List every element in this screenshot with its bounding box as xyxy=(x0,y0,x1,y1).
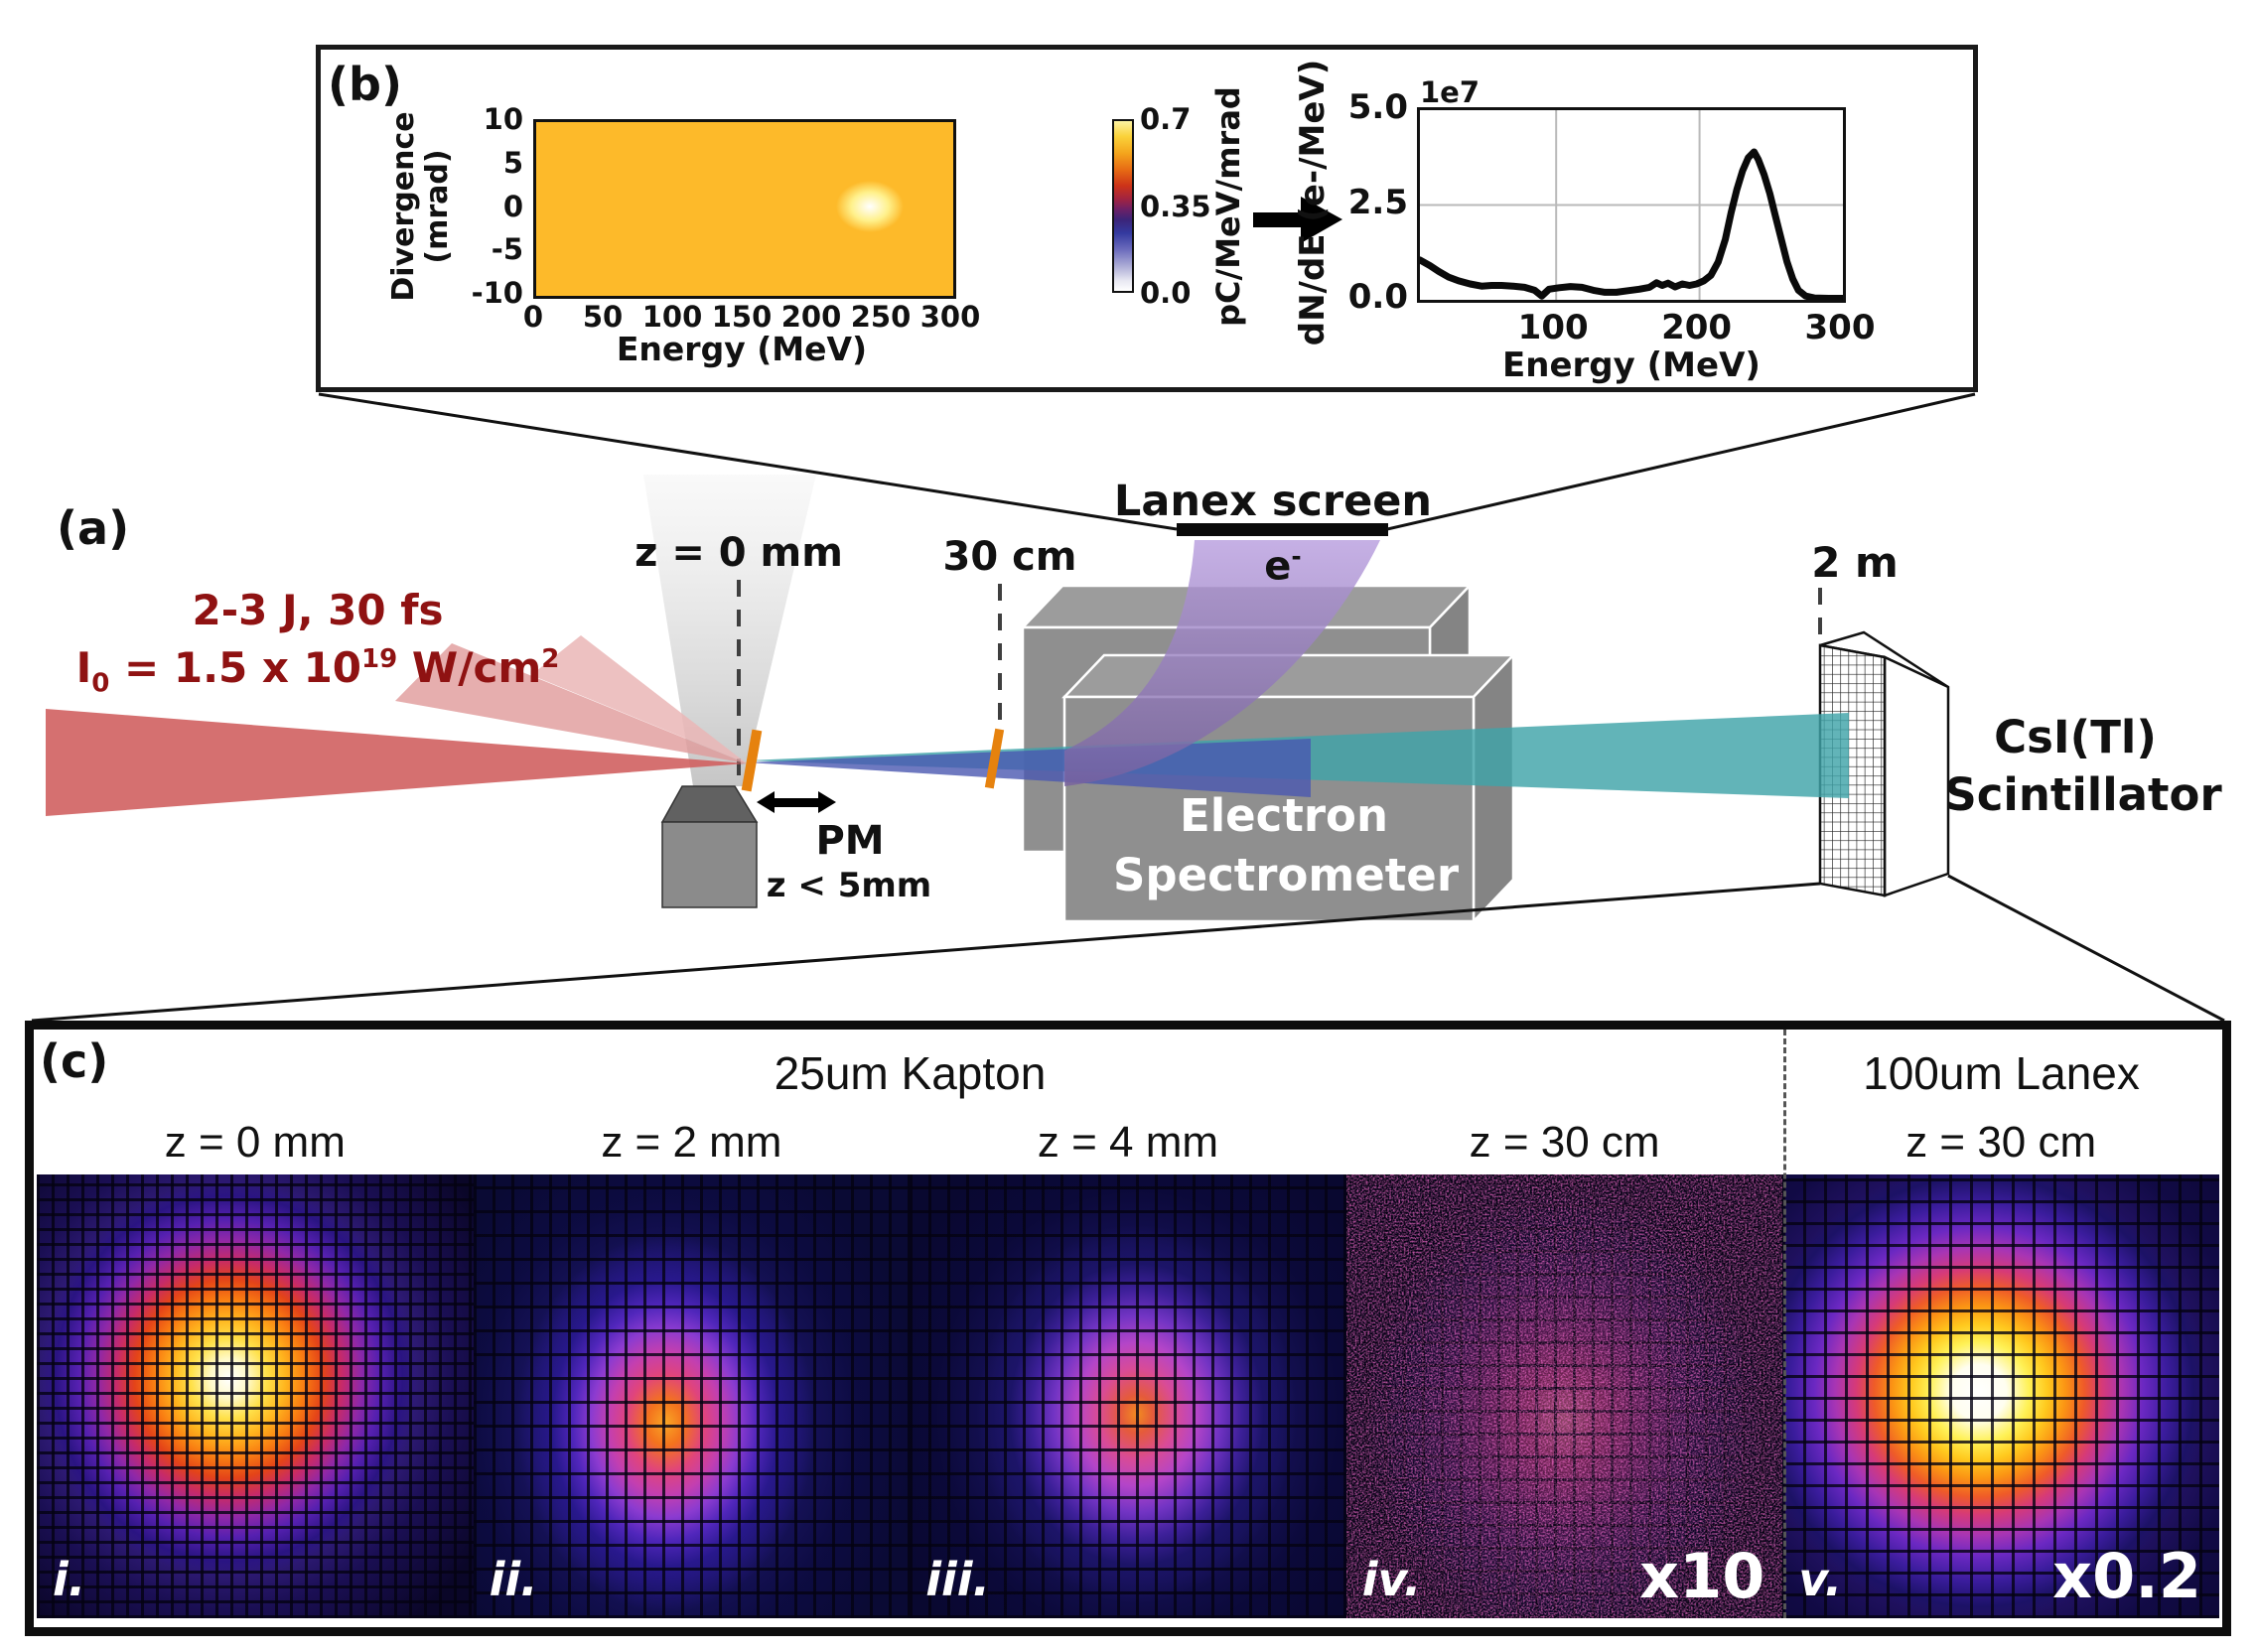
pm-z-label: z < 5mm xyxy=(766,866,932,905)
spectrum-exponent: 1e7 xyxy=(1420,75,1480,109)
heatmap-xtick: 0 xyxy=(522,300,544,334)
electron-label: e- xyxy=(1213,542,1352,589)
laser-eq: = 1.5 x 10 xyxy=(109,643,362,692)
panel-a-label: (a) xyxy=(57,501,130,555)
beam-profile-tile-iv: iv. x10 xyxy=(1345,1174,1783,1618)
laser-i-sub: 0 xyxy=(91,668,110,699)
spectrum-ytick: 0.0 xyxy=(1347,277,1408,317)
pm-foil xyxy=(741,729,763,792)
laser-params-line1: 2-3 J, 30 fs xyxy=(192,586,444,634)
csi-label-1: CsI(Tl) xyxy=(1994,711,2157,763)
csi-scintillator-box xyxy=(1818,630,1950,897)
heatmap-ytick: -5 xyxy=(491,232,523,267)
heatmap-xlabel: Energy (MeV) xyxy=(616,330,868,368)
spectrometer-label-1: Electron xyxy=(1179,789,1388,842)
gas-nozzle xyxy=(660,785,759,908)
csi-label-2: Scintillator xyxy=(1944,768,2222,821)
z0-label: z = 0 mm xyxy=(634,530,843,576)
kapton-lanex-separator xyxy=(1783,1030,1786,1618)
laser-i: I xyxy=(75,643,92,692)
arrow-right-icon xyxy=(1253,197,1342,243)
beam-profile-tile-ii: ii. xyxy=(473,1174,911,1618)
spectrum-xtick: 300 xyxy=(1804,308,1876,347)
colorbar-tick: 0.7 xyxy=(1140,102,1192,136)
spectrum-plot-frame xyxy=(1417,107,1846,303)
kapton-header: 25um Kapton xyxy=(774,1047,1047,1099)
tile-z-labels: z = 0 mm z = 2 mm z = 4 mm z = 30 cm z =… xyxy=(37,1118,2219,1168)
heatmap-xtick: 100 xyxy=(641,300,703,334)
lanex-header: 100um Lanex xyxy=(1863,1047,2140,1099)
d2m-label: 2 m xyxy=(1811,538,1899,587)
tile-roman-iv: iv. xyxy=(1361,1553,1422,1606)
lanex-screen-bar xyxy=(1177,523,1388,536)
tile-z-label-5: z = 30 cm xyxy=(1905,1118,2097,1167)
spectrum-curve xyxy=(1420,110,1843,300)
connector-b-left xyxy=(318,392,1178,531)
electron-e: e xyxy=(1264,543,1292,590)
beam-profile-tile-iii: iii. xyxy=(910,1174,1346,1618)
deflected-electron-band xyxy=(1064,540,1380,786)
laser-exp: 19 xyxy=(361,644,398,674)
tile-roman-v: v. xyxy=(1798,1553,1843,1606)
colorbar-label: pC/MeV/mrad xyxy=(1209,86,1247,327)
beam-profile-tiles: i. ii. iii. iv. x10 v. x0.2 xyxy=(37,1174,2219,1618)
spectrometer-label-2: Spectrometer xyxy=(1112,849,1460,901)
pm-label: PM xyxy=(815,818,885,864)
tile-z-label-3: z = 4 mm xyxy=(1037,1118,1219,1167)
spectrum-xtick: 100 xyxy=(1517,308,1589,347)
speckle-noise xyxy=(1345,1174,1783,1618)
gas-jet-plume xyxy=(643,475,816,786)
spectrum-ytick: 2.5 xyxy=(1347,182,1408,222)
heatmap-ytick: -10 xyxy=(471,276,523,310)
d30cm-label: 30 cm xyxy=(942,534,1077,580)
heatmap-ytick: 5 xyxy=(502,145,523,180)
heatmap-xtick: 250 xyxy=(850,300,912,334)
electron-sup: - xyxy=(1291,542,1302,571)
tile-z-label-1: z = 0 mm xyxy=(164,1118,346,1167)
divergence-energy-heatmap xyxy=(533,119,956,299)
heatmap-xtick: 50 xyxy=(582,300,624,334)
tile-mult-iv: x10 xyxy=(1639,1540,1765,1612)
spectrum-xtick: 200 xyxy=(1661,308,1733,347)
scintillator-grid-face xyxy=(1818,643,1887,897)
panel-c-label: (c) xyxy=(40,1034,109,1088)
tile-mult-v: x0.2 xyxy=(2052,1540,2201,1612)
tile-roman-iii: iii. xyxy=(925,1553,990,1606)
tile-roman-ii: ii. xyxy=(489,1553,538,1606)
laser-unit: W/cm xyxy=(397,643,542,692)
colorbar xyxy=(1112,119,1134,293)
lanex-screen-label: Lanex screen xyxy=(1113,477,1433,526)
colorbar-tick: 0.0 xyxy=(1140,276,1192,310)
tile-roman-i: i. xyxy=(53,1553,86,1606)
panel-b-label: (b) xyxy=(328,58,402,111)
pm-translation-arrow-icon xyxy=(757,791,836,813)
laser-reflected-beam-inner xyxy=(531,635,747,763)
connector-b-right xyxy=(1386,392,1976,531)
laser-params-line2: I0 = 1.5 x 1019 W/cm2 xyxy=(40,643,596,698)
heatmap-ytick: 0 xyxy=(502,189,523,223)
beam-profile-tile-i: i. xyxy=(37,1174,474,1618)
heatmap-xtick: 300 xyxy=(919,300,981,334)
heatmap-ylabel: Divergence (mrad) xyxy=(386,111,455,302)
heatmap-xtick: 200 xyxy=(780,300,842,334)
tile-z-label-4: z = 30 cm xyxy=(1469,1118,1660,1167)
laser-unit-exp: 2 xyxy=(541,644,560,674)
laser-reflected-beam xyxy=(395,643,747,763)
heatmap-ytick: 10 xyxy=(483,102,523,136)
foil-30cm xyxy=(984,728,1005,789)
connector-c-left xyxy=(31,882,1821,1023)
spectrum-ytick: 5.0 xyxy=(1347,87,1408,127)
laser-main-beam xyxy=(46,709,747,816)
connector-c-right xyxy=(1947,874,2225,1023)
beam-profile-tile-v: v. x0.2 xyxy=(1782,1174,2219,1618)
spectrum-line xyxy=(1420,148,1843,300)
colorbar-tick: 0.35 xyxy=(1140,189,1211,223)
tile-z-label-2: z = 2 mm xyxy=(601,1118,782,1167)
panel-b-box xyxy=(316,45,1978,392)
spectrum-xlabel: Energy (MeV) xyxy=(1502,345,1761,385)
heatmap-xtick: 150 xyxy=(711,300,773,334)
